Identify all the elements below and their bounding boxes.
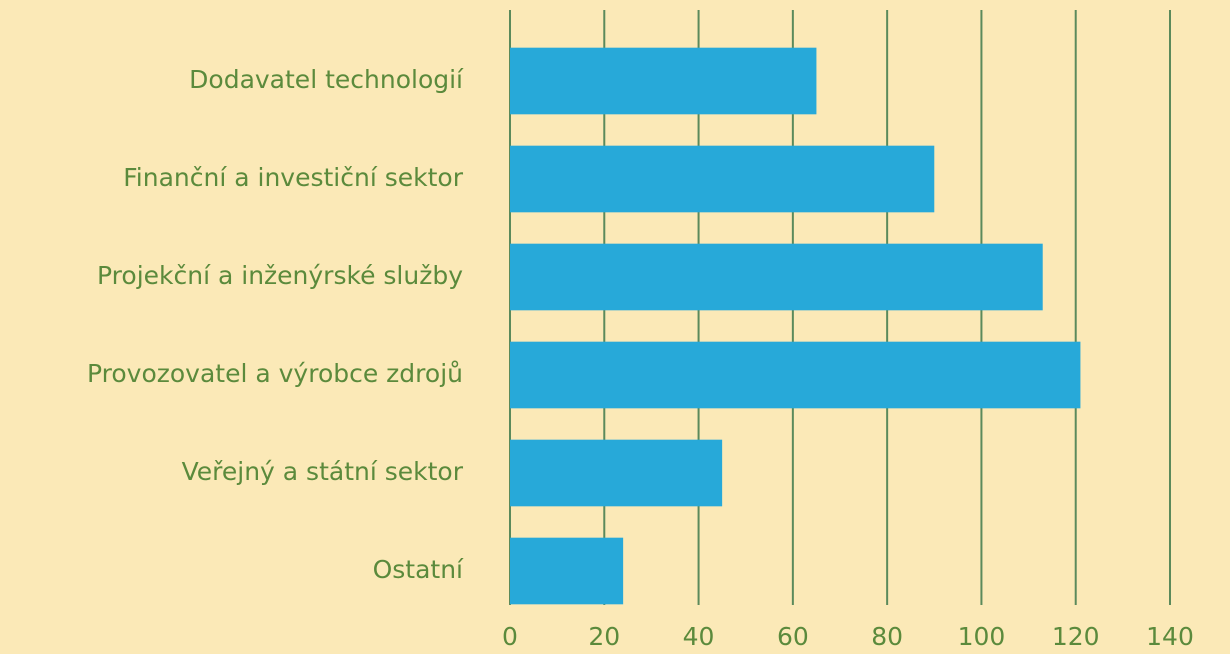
bar (510, 439, 723, 507)
bar (510, 243, 1043, 311)
x-tick-label: 40 (683, 622, 715, 651)
y-tick-label: Provozovatel a výrobce zdrojů (87, 359, 463, 388)
x-tick-label: 120 (1052, 622, 1100, 651)
y-tick-label: Ostatní (373, 555, 464, 584)
y-tick-label: Veřejný a státní sektor (182, 457, 464, 486)
bar (510, 145, 935, 213)
x-tick-label: 60 (777, 622, 809, 651)
x-tick-label: 80 (871, 622, 903, 651)
bar (510, 341, 1081, 409)
x-tick-label: 0 (502, 622, 518, 651)
x-tick-label: 140 (1146, 622, 1194, 651)
bar (510, 47, 817, 115)
bar (510, 537, 624, 605)
y-tick-label: Dodavatel technologií (189, 65, 464, 94)
x-tick-label: 20 (588, 622, 620, 651)
y-tick-label: Projekční a inženýrské služby (97, 261, 463, 290)
y-tick-label: Finanční a investiční sektor (123, 163, 463, 192)
x-tick-label: 100 (958, 622, 1006, 651)
